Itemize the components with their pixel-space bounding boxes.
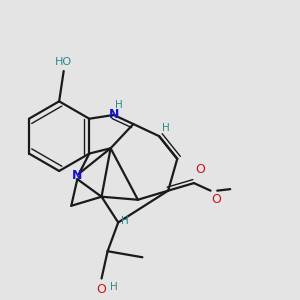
Text: H: H: [110, 282, 118, 292]
Text: O: O: [195, 163, 205, 176]
Text: O: O: [211, 193, 221, 206]
Text: H: H: [121, 216, 129, 226]
Text: O: O: [97, 283, 106, 296]
Text: H: H: [162, 122, 170, 133]
Text: N: N: [72, 169, 83, 182]
Text: N: N: [109, 109, 119, 122]
Text: HO: HO: [55, 57, 72, 68]
Text: H: H: [115, 100, 123, 110]
